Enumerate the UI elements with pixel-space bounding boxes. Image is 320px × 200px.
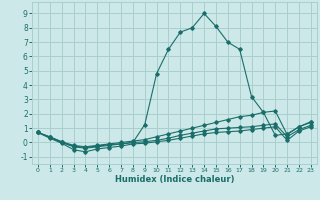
X-axis label: Humidex (Indice chaleur): Humidex (Indice chaleur) [115, 175, 234, 184]
